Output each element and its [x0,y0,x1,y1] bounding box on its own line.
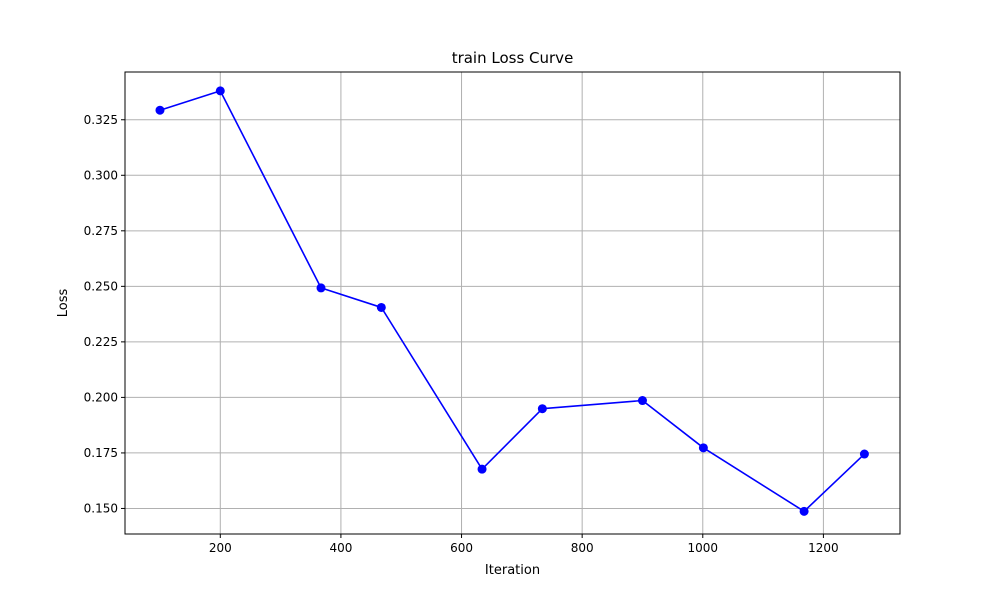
y-axis-label: Loss [56,289,71,318]
x-tick-label: 200 [209,541,232,555]
loss-data-point [316,283,326,293]
loss-data-point [799,506,809,516]
y-tick-label: 0.325 [84,113,118,127]
loss-data-point [215,86,225,96]
loss-data-point [477,464,487,474]
loss-data-point [155,105,165,115]
y-tick-label: 0.225 [84,335,118,349]
loss-series-line [159,90,865,513]
loss-data-point [537,404,547,414]
y-tick-label: 0.275 [84,224,118,238]
grid [125,72,900,534]
loss-data-point [698,443,708,453]
plot-frame [124,71,901,535]
ticks: 200 400 600 800 1000 1200 0.150 0.175 0.200 0.225… [84,113,839,555]
series-layer [155,86,869,516]
loss-data-point [376,302,386,312]
chart-title: train Loss Curve [452,49,574,67]
y-tick-label: 0.150 [84,501,118,515]
x-tick-label: 1000 [688,541,719,555]
y-tick-label: 0.175 [84,446,118,460]
x-tick-label: 800 [571,541,594,555]
x-tick-label: 400 [329,541,352,555]
x-tick-label: 1200 [808,541,839,555]
loss-data-point [637,396,647,406]
y-tick-label: 0.250 [84,279,118,293]
x-tick-label: 600 [450,541,473,555]
y-tick-label: 0.300 [84,168,118,182]
loss-data-point [859,449,869,459]
x-axis-label: Iteration [485,563,540,578]
y-tick-label: 0.200 [84,390,118,404]
